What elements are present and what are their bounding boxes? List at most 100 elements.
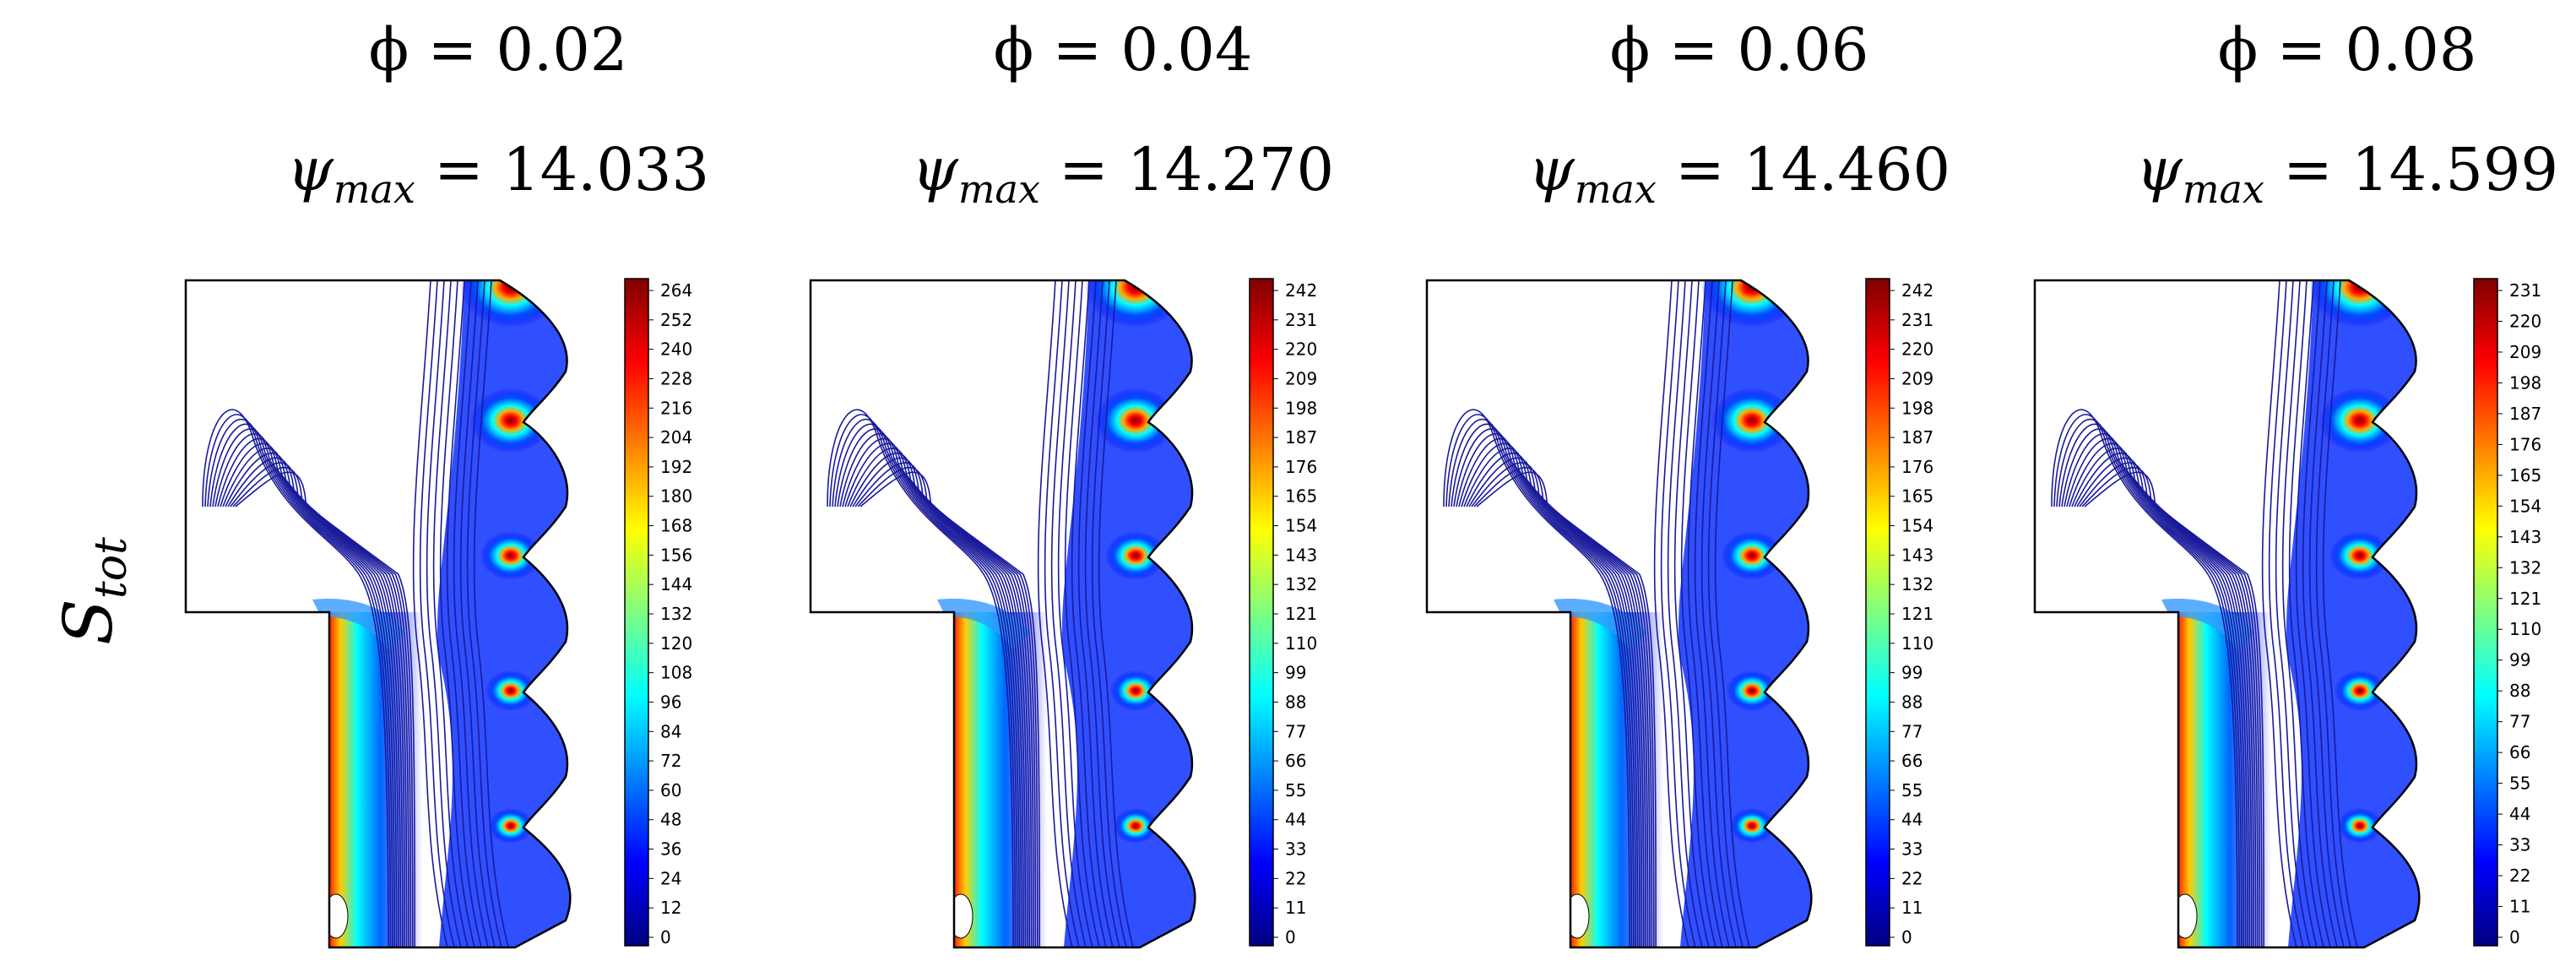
colorbar-tick-label: 154	[1901, 516, 1933, 536]
colorbar-tick-label: 22	[1285, 868, 1306, 888]
psi-symbol: ψ	[287, 135, 334, 204]
colorbar-tick-label: 176	[2509, 434, 2541, 454]
colorbar-tick-label: 144	[660, 574, 692, 594]
contour-lines	[2051, 280, 2358, 947]
wall-band	[1678, 280, 1812, 947]
hot-spot	[1095, 388, 1176, 453]
colorbar-tick-label: 96	[660, 692, 681, 712]
colorbar	[2473, 278, 2498, 947]
colorbar-tick-label: 165	[2509, 465, 2541, 486]
colorbar-tick-label: 33	[2509, 835, 2530, 855]
colorbar-tick-label: 209	[2509, 342, 2541, 362]
colorbar-tick-label: 88	[1285, 692, 1306, 712]
psi-max-label: ψmax = 14.460	[1427, 135, 2052, 212]
colorbar-tick-label: 220	[2509, 311, 2541, 331]
colorbar-tick-label: 108	[660, 663, 692, 683]
colorbar-tick-label: 132	[2509, 557, 2541, 578]
colorbar-tick-label: 24	[660, 868, 681, 888]
contour-plot: 0 11 22 33 44 55 66 77 88 99 110 121 132 143 154 165 176…	[809, 278, 1317, 949]
colorbar-tick-label: 22	[1901, 868, 1923, 888]
colorbar-tick-label: 198	[1901, 398, 1933, 418]
colorbar-tick-label: 0	[660, 927, 671, 947]
domain-outline	[184, 279, 572, 949]
psi-symbol: ψ	[912, 135, 958, 204]
hot-spot	[1727, 670, 1777, 711]
psi-max-label: ψmax = 14.270	[811, 135, 1435, 212]
colorbar-tick-label: 240	[660, 339, 692, 360]
colorbar-tick-label: 77	[1285, 721, 1306, 741]
colorbar-tick-label: 187	[2509, 404, 2541, 424]
colorbar-tick-label: 66	[2509, 742, 2530, 762]
colorbar-tick-label: 176	[1285, 457, 1317, 477]
colorbar-tick-label: 48	[660, 810, 681, 830]
psi-value: = 14.033	[415, 135, 709, 204]
colorbar-tick-label: 121	[2509, 589, 2541, 609]
colorbar-tick-label: 44	[1285, 810, 1306, 830]
contour-plot: 0 11 22 33 44 55 66 77 88 99 110 121 132 143 154 165 176…	[2033, 278, 2541, 949]
psi-subscript: max	[1574, 166, 1657, 212]
row-label-s-tot: Stot	[17, 507, 169, 676]
colorbar-tick-label: 168	[660, 516, 692, 536]
contour-lines	[202, 280, 509, 947]
colorbar	[624, 278, 649, 947]
field	[811, 280, 1196, 947]
colorbar-tick-label: 33	[1285, 839, 1306, 860]
colorbar-tick-label: 120	[660, 633, 692, 654]
phi-label: ϕ = 0.08	[2217, 15, 2477, 84]
domain-outline	[2033, 279, 2421, 949]
colorbar-tick-label: 192	[660, 457, 692, 477]
colorbar-tick-label: 154	[2509, 496, 2541, 516]
colorbar-tick-label: 143	[2509, 527, 2541, 547]
colorbar-tick-label: 99	[1901, 663, 1923, 683]
hot-spot	[2319, 388, 2400, 453]
hot-spot	[1711, 388, 1792, 453]
phi-label: ϕ = 0.06	[1609, 15, 1869, 84]
colorbar-tick-label: 198	[1285, 398, 1317, 418]
colorbar-tick-label: 22	[2509, 866, 2530, 886]
colorbar-tick-label: 165	[1285, 486, 1317, 507]
phi-label: ϕ = 0.02	[368, 15, 628, 84]
colorbar-tick-label: 99	[1285, 663, 1306, 683]
colorbar-tick-label: 84	[660, 721, 681, 741]
colorbar-tick-label: 209	[1285, 368, 1317, 388]
colorbar-tick-label: 66	[1901, 751, 1923, 771]
psi-subscript: max	[333, 166, 415, 212]
colorbar-tick-label: 220	[1285, 339, 1317, 360]
hot-spot	[480, 531, 541, 580]
colorbar-tick-label: 110	[1285, 633, 1317, 654]
colorbar-tick-label: 77	[2509, 712, 2530, 732]
panel-2: ϕ = 0.04 ψmax = 14.270 0 11 22 33 44 55 66 77 88 99…	[809, 0, 1435, 966]
colorbar-tick-label: 228	[660, 368, 692, 388]
psi-subscript: max	[957, 166, 1040, 212]
colorbar	[1865, 278, 1890, 947]
hot-spot	[2329, 531, 2390, 580]
colorbar-tick-label: 132	[1901, 574, 1933, 594]
colorbar-tick-label: 88	[1901, 692, 1923, 712]
colorbar-tick-label: 11	[2509, 897, 2530, 917]
colorbar	[1249, 278, 1274, 947]
colorbar-tick-label: 264	[660, 280, 692, 301]
colorbar-tick-label: 33	[1901, 839, 1923, 860]
domain-outline	[809, 279, 1196, 949]
colorbar-tick-label: 11	[1901, 898, 1923, 918]
colorbar-tick-label: 187	[1901, 427, 1933, 448]
colorbar-tick-label: 220	[1901, 339, 1933, 360]
psi-max-label: ψmax = 14.599	[2035, 135, 2576, 212]
contour-lines	[827, 280, 1134, 947]
hot-spot	[1730, 808, 1774, 844]
colorbar-tick-label: 0	[2509, 927, 2520, 947]
psi-subscript: max	[2182, 166, 2264, 212]
colorbar-tick-label: 0	[1285, 927, 1296, 947]
colorbar-tick-label: 143	[1285, 545, 1317, 565]
colorbar-tick-label: 156	[660, 545, 692, 565]
colorbar-tick-label: 55	[1285, 780, 1306, 800]
colorbar-tick-label: 60	[660, 780, 681, 800]
psi-value: = 14.460	[1656, 135, 1950, 204]
colorbar-tick-label: 11	[1285, 898, 1306, 918]
colorbar-tick-label: 198	[2509, 372, 2541, 393]
contour-plot: 0 12 24 36 48 60 72 84 96 108 120 132 144 156 168 180 19…	[184, 278, 692, 949]
hot-spot	[1722, 531, 1782, 580]
colorbar-tick-label: 77	[1901, 721, 1923, 741]
phi-label: ϕ = 0.04	[993, 15, 1253, 84]
